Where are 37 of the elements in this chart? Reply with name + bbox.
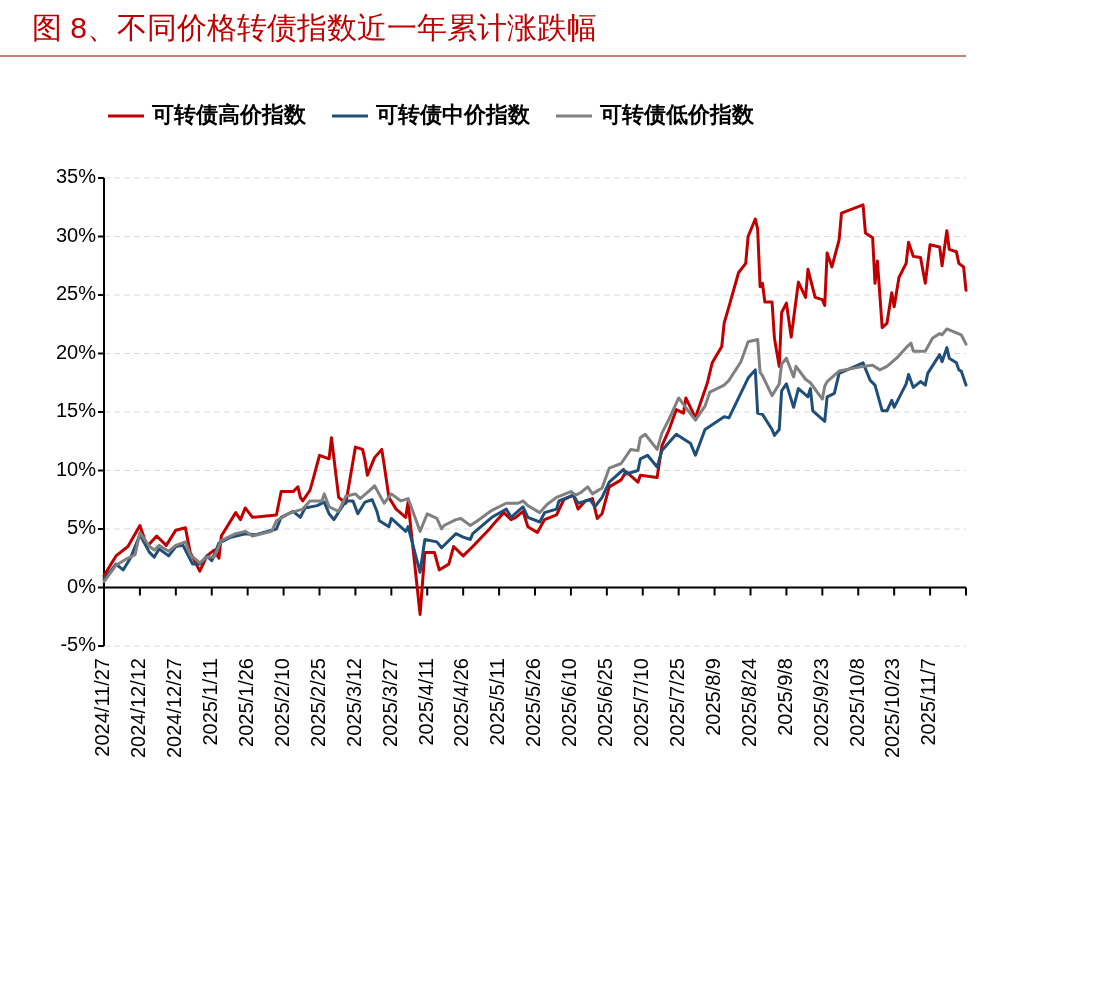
x-tick-label: 2025/1/11 xyxy=(199,658,222,746)
y-tick-label: 0% xyxy=(67,574,97,597)
x-tick-label: 2025/10/23 xyxy=(881,658,904,759)
legend-label: 可转债高价指数 xyxy=(151,101,307,127)
x-tick-label: 2025/6/10 xyxy=(558,658,581,747)
x-tick-label: 2025/9/8 xyxy=(773,658,796,736)
x-tick-label: 2025/7/25 xyxy=(665,658,688,747)
y-tick-label: 30% xyxy=(55,223,97,246)
x-tick-label: 2025/10/8 xyxy=(845,658,868,747)
x-tick-label: 2024/12/27 xyxy=(163,658,186,759)
x-tick-label: 2025/9/23 xyxy=(809,658,832,747)
x-tick-label: 2025/7/10 xyxy=(630,658,653,747)
y-tick-label: 20% xyxy=(55,340,97,363)
x-tick-label: 2025/6/25 xyxy=(594,658,617,747)
x-tick-label: 2025/5/11 xyxy=(486,658,509,746)
x-tick-label: 2025/8/9 xyxy=(701,658,724,736)
x-tick-label: 2024/11/27 xyxy=(91,658,114,757)
x-tick-label: 2025/11/7 xyxy=(917,658,940,746)
legend-label: 可转债中价指数 xyxy=(375,101,531,127)
x-tick-label: 2025/2/10 xyxy=(270,658,293,747)
x-tick-label: 2025/2/25 xyxy=(306,658,329,747)
chart-title: 图 8、不同价格转债指数近一年累计涨跌幅 xyxy=(32,11,598,44)
x-tick-label: 2025/4/26 xyxy=(450,658,473,747)
y-tick-label: 35% xyxy=(55,165,97,188)
y-tick-label: -5% xyxy=(60,633,97,656)
x-tick-label: 2024/12/12 xyxy=(127,658,150,759)
x-tick-label: 2025/5/26 xyxy=(522,658,545,747)
x-tick-label: 2025/3/27 xyxy=(378,658,401,747)
x-tick-label: 2025/4/11 xyxy=(414,658,437,746)
y-tick-label: 10% xyxy=(55,457,97,480)
y-tick-label: 15% xyxy=(55,399,97,422)
y-tick-label: 5% xyxy=(67,516,97,539)
x-tick-label: 2025/3/12 xyxy=(342,658,365,747)
x-tick-label: 2025/1/26 xyxy=(234,658,257,747)
legend-label: 可转债低价指数 xyxy=(599,101,755,127)
x-tick-label: 2025/8/24 xyxy=(737,658,760,747)
y-tick-label: 25% xyxy=(55,282,97,305)
